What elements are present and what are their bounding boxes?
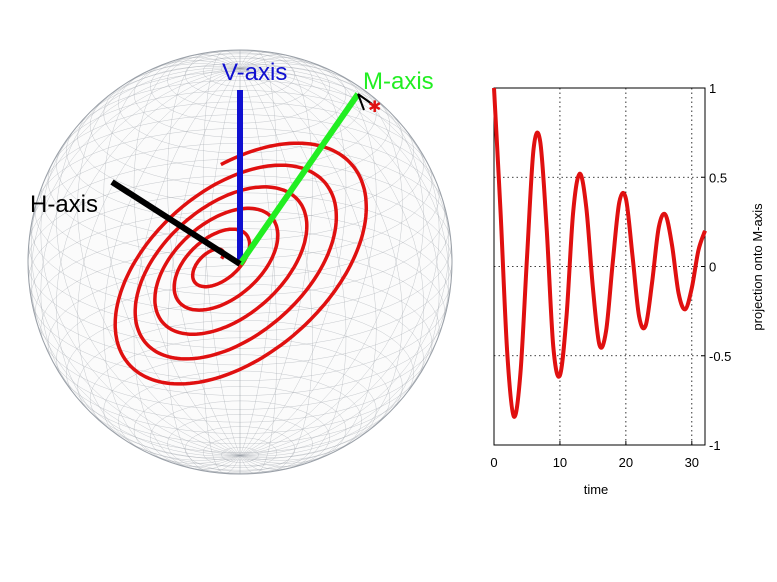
- mesh-longitude: [167, 68, 241, 473]
- mesh-longitude: [133, 54, 241, 456]
- mesh-longitude: [239, 60, 403, 456]
- mesh-longitude: [167, 51, 241, 456]
- mesh-longitude: [239, 63, 424, 456]
- mesh-longitude: [103, 68, 241, 467]
- y-tick-label: -0.5: [709, 349, 731, 364]
- mesh-longitude: [239, 68, 313, 473]
- h-axis-line: [110, 179, 242, 267]
- v-axis-label: V-axis: [222, 59, 287, 86]
- mesh-longitude: [30, 68, 241, 457]
- mesh-longitude: [239, 50, 278, 456]
- y-axis-label: projection onto M-axis: [750, 203, 765, 331]
- mesh-longitude: [56, 63, 241, 456]
- mesh-longitude: [40, 68, 241, 459]
- x-tick-label: 0: [490, 455, 497, 470]
- trajectory-path: [113, 141, 369, 386]
- chart-grid: [494, 88, 705, 445]
- mesh-longitude: [239, 65, 440, 456]
- x-tick-label: 20: [619, 455, 633, 470]
- m-axis-line: [237, 92, 361, 266]
- mesh-longitude: [40, 65, 241, 456]
- mesh-longitude: [56, 68, 241, 461]
- chart-ticks: 0 10 20 30 1 0.5 0 -0.5 -1: [490, 81, 731, 470]
- mesh-longitude: [133, 68, 241, 470]
- mesh-longitude: [27, 68, 241, 456]
- mesh-longitude: [239, 68, 424, 461]
- mesh-longitude: [239, 68, 347, 470]
- mesh-longitude: [239, 67, 450, 456]
- mesh-longitude: [77, 60, 241, 456]
- y-tick-label: 1: [709, 81, 716, 96]
- mesh-longitude: [202, 68, 241, 474]
- mesh-longitude: [103, 57, 241, 456]
- y-tick-label: 0.5: [709, 170, 727, 185]
- y-tick-label: -1: [709, 438, 721, 453]
- start-arrow-icon: [357, 93, 373, 111]
- m-axis-label: M-axis: [363, 68, 434, 95]
- x-tick-label: 30: [685, 455, 699, 470]
- mesh-longitude: [202, 50, 241, 456]
- h-axis-label: H-axis: [30, 191, 98, 218]
- mesh-longitude: [239, 68, 440, 459]
- mesh-longitude: [239, 51, 313, 456]
- mesh-longitude: [239, 68, 377, 467]
- bloch-sphere: ✱ V-axis M-axis H-axis: [27, 49, 453, 475]
- projection-chart: 0 10 20 30 1 0.5 0 -0.5 -1 time projection onto …: [490, 81, 765, 497]
- mesh-longitude: [239, 68, 453, 456]
- mesh-longitude: [239, 68, 403, 464]
- start-star-icon: ✱: [368, 97, 381, 116]
- series-line: [492, 87, 707, 419]
- x-tick-label: 10: [553, 455, 567, 470]
- trajectory-spiral: [113, 141, 369, 386]
- x-axis-label: time: [584, 482, 609, 497]
- sphere-mesh: [27, 49, 453, 475]
- y-tick-label: 0: [709, 260, 716, 275]
- mesh-longitude: [77, 68, 241, 464]
- mesh-longitude: [239, 57, 377, 456]
- mesh-longitude: [239, 54, 347, 456]
